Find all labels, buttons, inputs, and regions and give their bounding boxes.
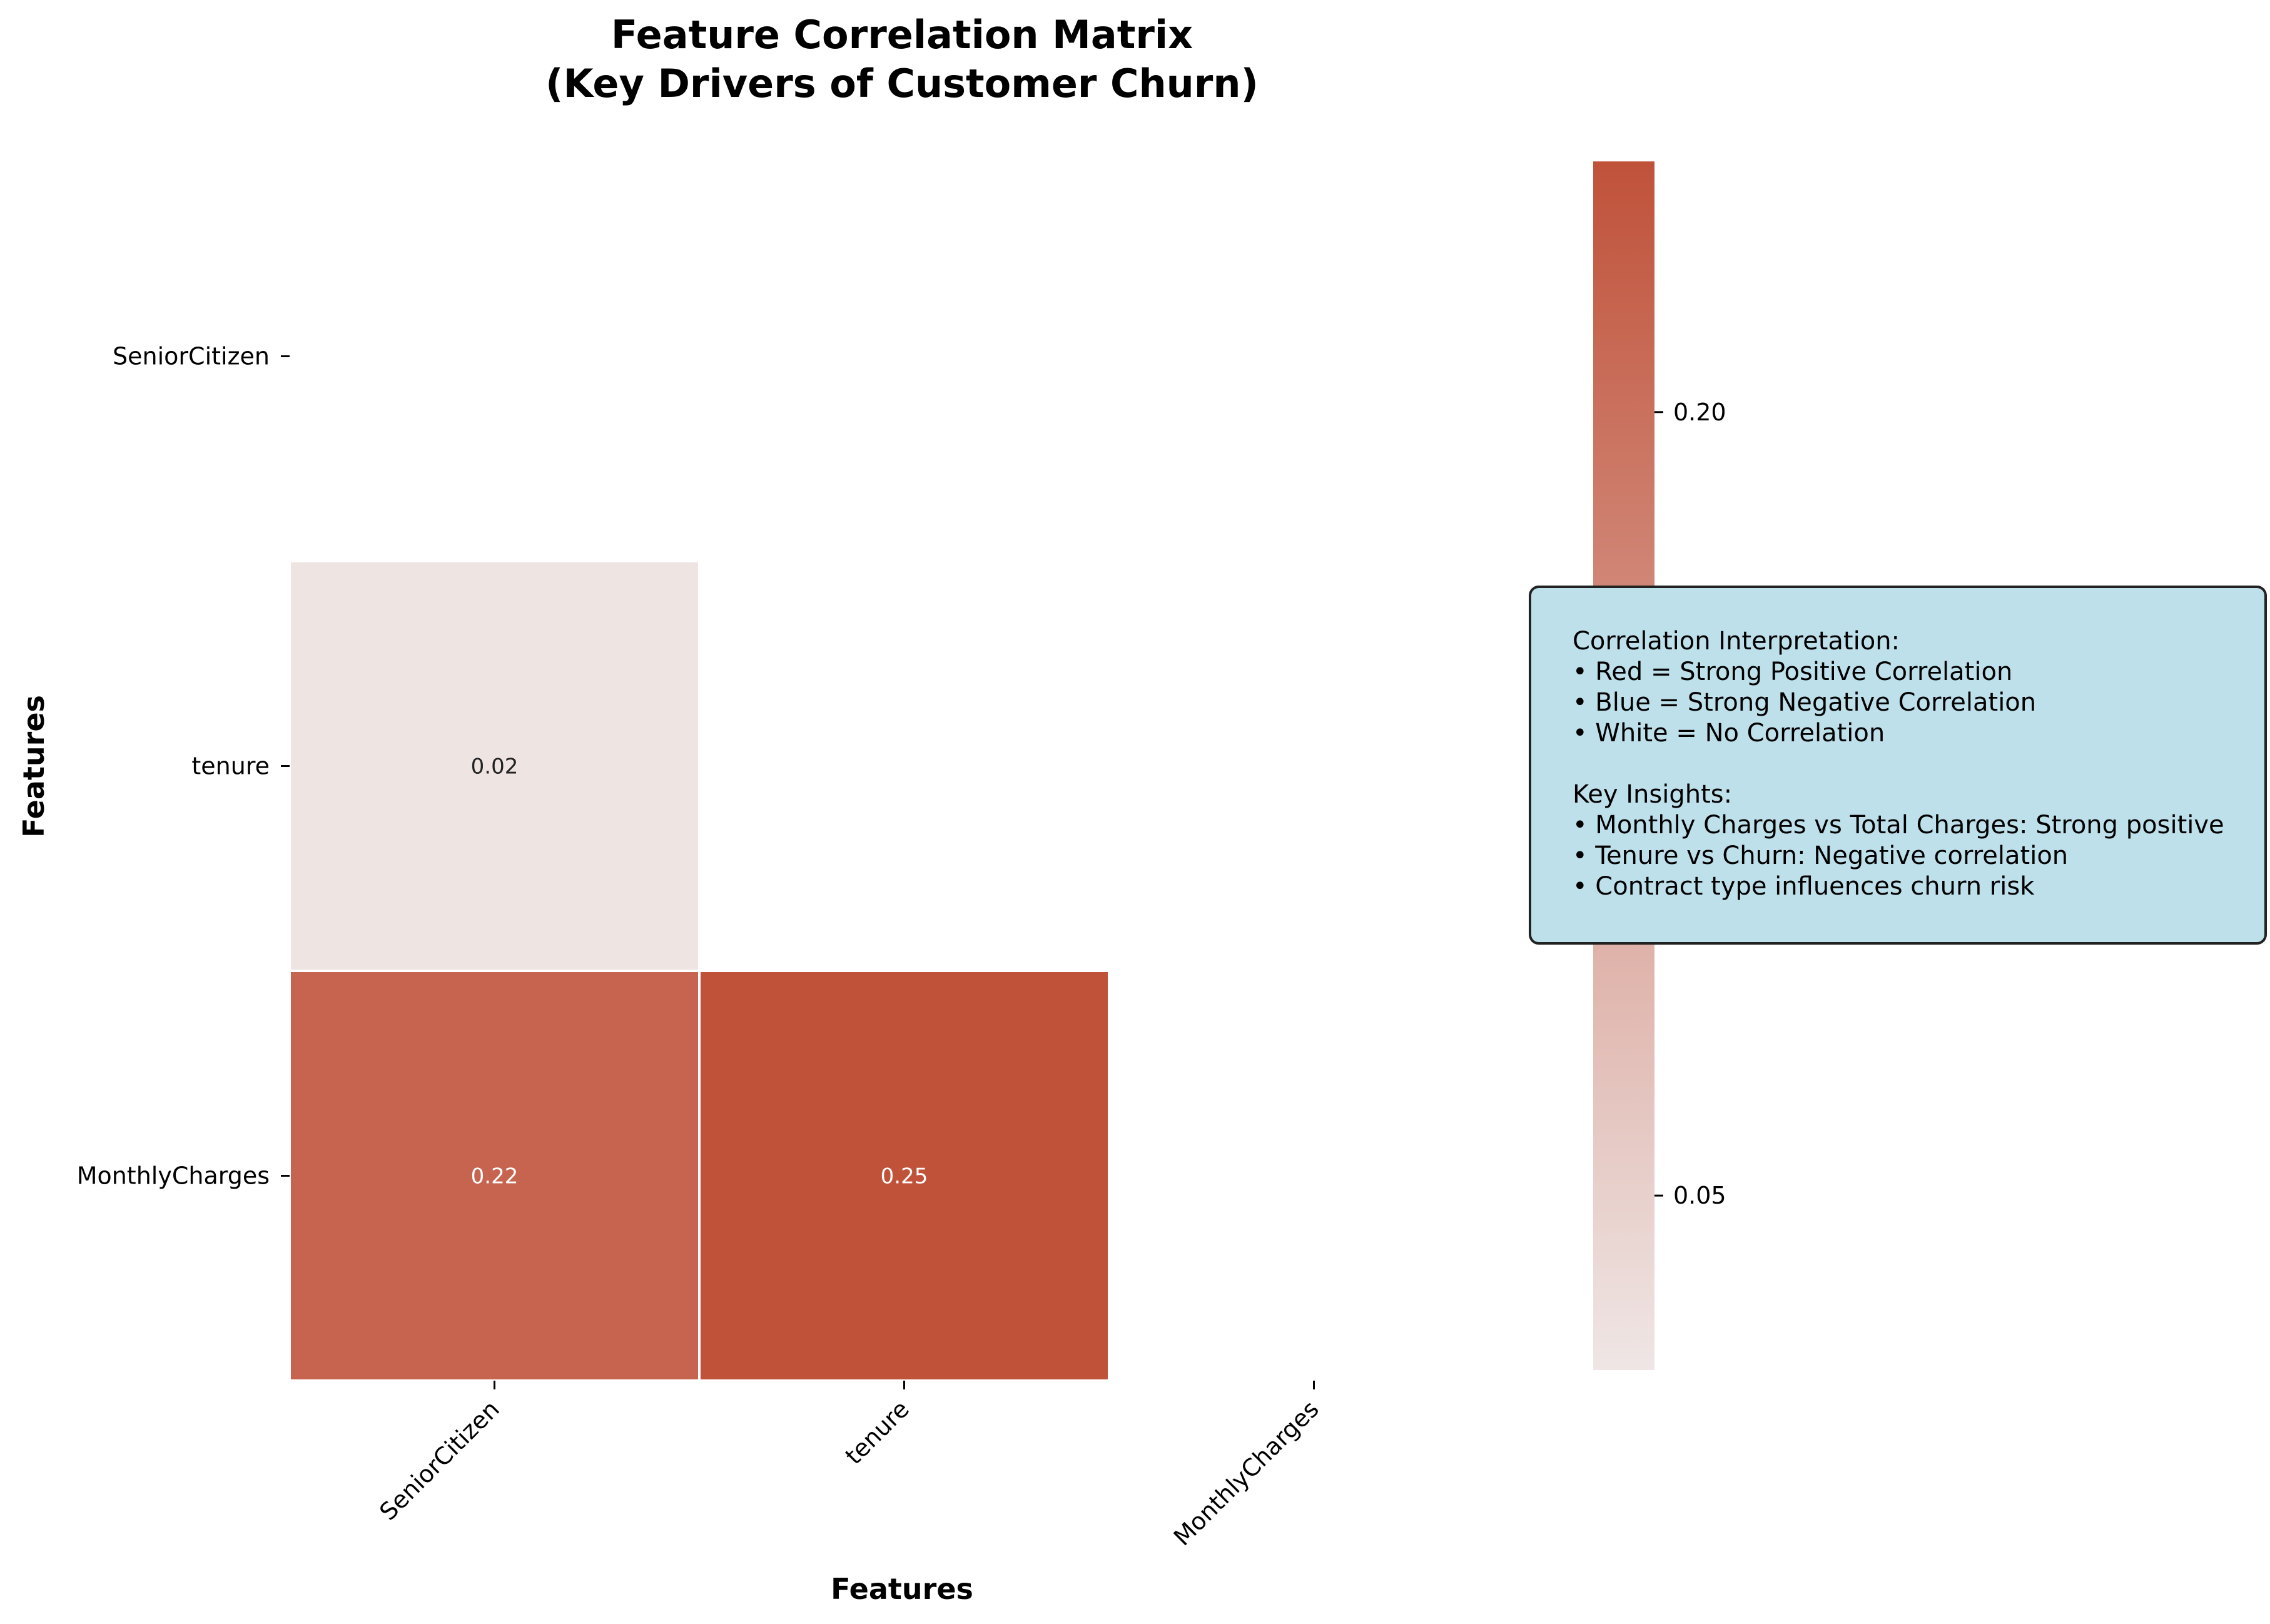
x-axis-label: Features [831,1572,973,1606]
colorbar-tick-label: 0.20 [1673,398,1726,426]
annotation-text: Correlation Interpretation:• Red = Stron… [1573,627,2224,901]
y-tick-label: MonthlyCharges [77,1162,270,1190]
annotation-line: • White = No Correlation [1573,719,1885,748]
annotation-box [1529,586,2267,945]
chart-title-line-2: (Key Drivers of Customer Churn) [545,61,1259,106]
annotation-line: • Tenure vs Churn: Negative correlation [1573,841,2068,870]
annotation-line: Key Insights: [1573,780,1732,809]
annotation-line: Correlation Interpretation: [1573,627,1900,656]
colorbar-tick-label: 0.05 [1673,1182,1726,1209]
annotation-line: • Blue = Strong Negative Correlation [1573,688,2036,717]
heatmap-cell [288,560,701,972]
cell-value-label: 0.25 [881,1164,928,1189]
y-axis-label: Features [17,695,51,838]
annotation-line: • Contract type influences churn risk [1573,872,2035,901]
cell-value-label: 0.02 [471,754,519,779]
annotation-line: • Monthly Charges vs Total Charges: Stro… [1573,811,2224,840]
cell-value-label: 0.22 [471,1164,519,1189]
chart-title-line-1: Feature Correlation Matrix [611,12,1193,58]
heatmap-cells: 0.02 0.22 0.25 [288,560,1110,1382]
annotation-line: • Red = Strong Positive Correlation [1573,657,2012,686]
y-axis-ticks: SeniorCitizen tenure MonthlyCharges [77,343,290,1190]
y-tick-label: tenure [191,753,270,780]
y-tick-label: SeniorCitizen [113,343,270,370]
